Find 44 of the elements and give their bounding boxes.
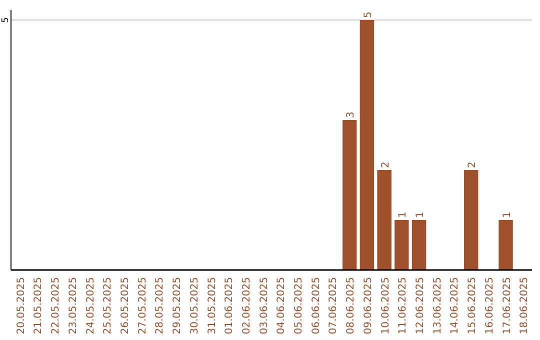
x-tick-label: 11.06.2025 [398, 277, 409, 334]
bar [377, 170, 392, 270]
x-tick-label: 15.06.2025 [467, 277, 478, 334]
x-tick-label: 20.05.2025 [16, 277, 27, 334]
x-tick-label: 02.06.2025 [241, 277, 252, 334]
x-tick-label: 10.06.2025 [380, 277, 392, 334]
data-label: 1 [415, 212, 426, 218]
x-tick-label: 26.05.2025 [120, 277, 131, 334]
data-label: 2 [467, 162, 478, 168]
x-tick-label: 23.05.2025 [68, 277, 79, 334]
x-tick-label: 13.06.2025 [432, 277, 444, 334]
bar [394, 220, 409, 270]
bar [464, 170, 478, 270]
data-label: 3 [346, 112, 357, 118]
bar [412, 220, 426, 270]
x-tick-label: 22.05.2025 [50, 277, 62, 334]
x-tick-label: 30.05.2025 [189, 277, 200, 334]
x-tick-label: 28.05.2025 [154, 277, 166, 334]
data-label: 1 [398, 212, 409, 218]
x-tick-label: 12.06.2025 [415, 277, 426, 334]
x-tick-label: 25.05.2025 [102, 277, 114, 334]
x-tick-label: 09.06.2025 [362, 277, 374, 334]
x-tick-label: 14.06.2025 [450, 277, 461, 334]
x-tick-label: 07.06.2025 [328, 277, 340, 334]
x-tick-label: 16.06.2025 [484, 277, 496, 334]
data-label: 2 [380, 162, 392, 168]
x-tick-label: 24.05.2025 [85, 277, 96, 334]
x-tick-label: 04.06.2025 [276, 277, 288, 334]
data-label: 5 [362, 12, 374, 18]
x-tick-label: 03.06.2025 [258, 277, 270, 334]
x-tick-label: 01.06.2025 [224, 277, 236, 334]
x-tick-label: 27.05.2025 [137, 277, 148, 334]
bar [360, 20, 374, 270]
x-tick-label: 18.06.2025 [519, 277, 530, 334]
x-tick-label: 21.05.2025 [33, 277, 44, 334]
x-tick-label: 31.05.2025 [206, 277, 218, 334]
data-label: 1 [502, 212, 513, 218]
x-tick-label: 06.06.2025 [310, 277, 322, 334]
x-tick-label: 17.06.2025 [502, 277, 513, 334]
bar [498, 220, 513, 270]
x-tick-label: 29.05.2025 [172, 277, 184, 334]
x-tick-label: 08.06.2025 [346, 277, 357, 334]
bar [342, 120, 357, 270]
x-tick-label: 05.06.2025 [294, 277, 305, 334]
